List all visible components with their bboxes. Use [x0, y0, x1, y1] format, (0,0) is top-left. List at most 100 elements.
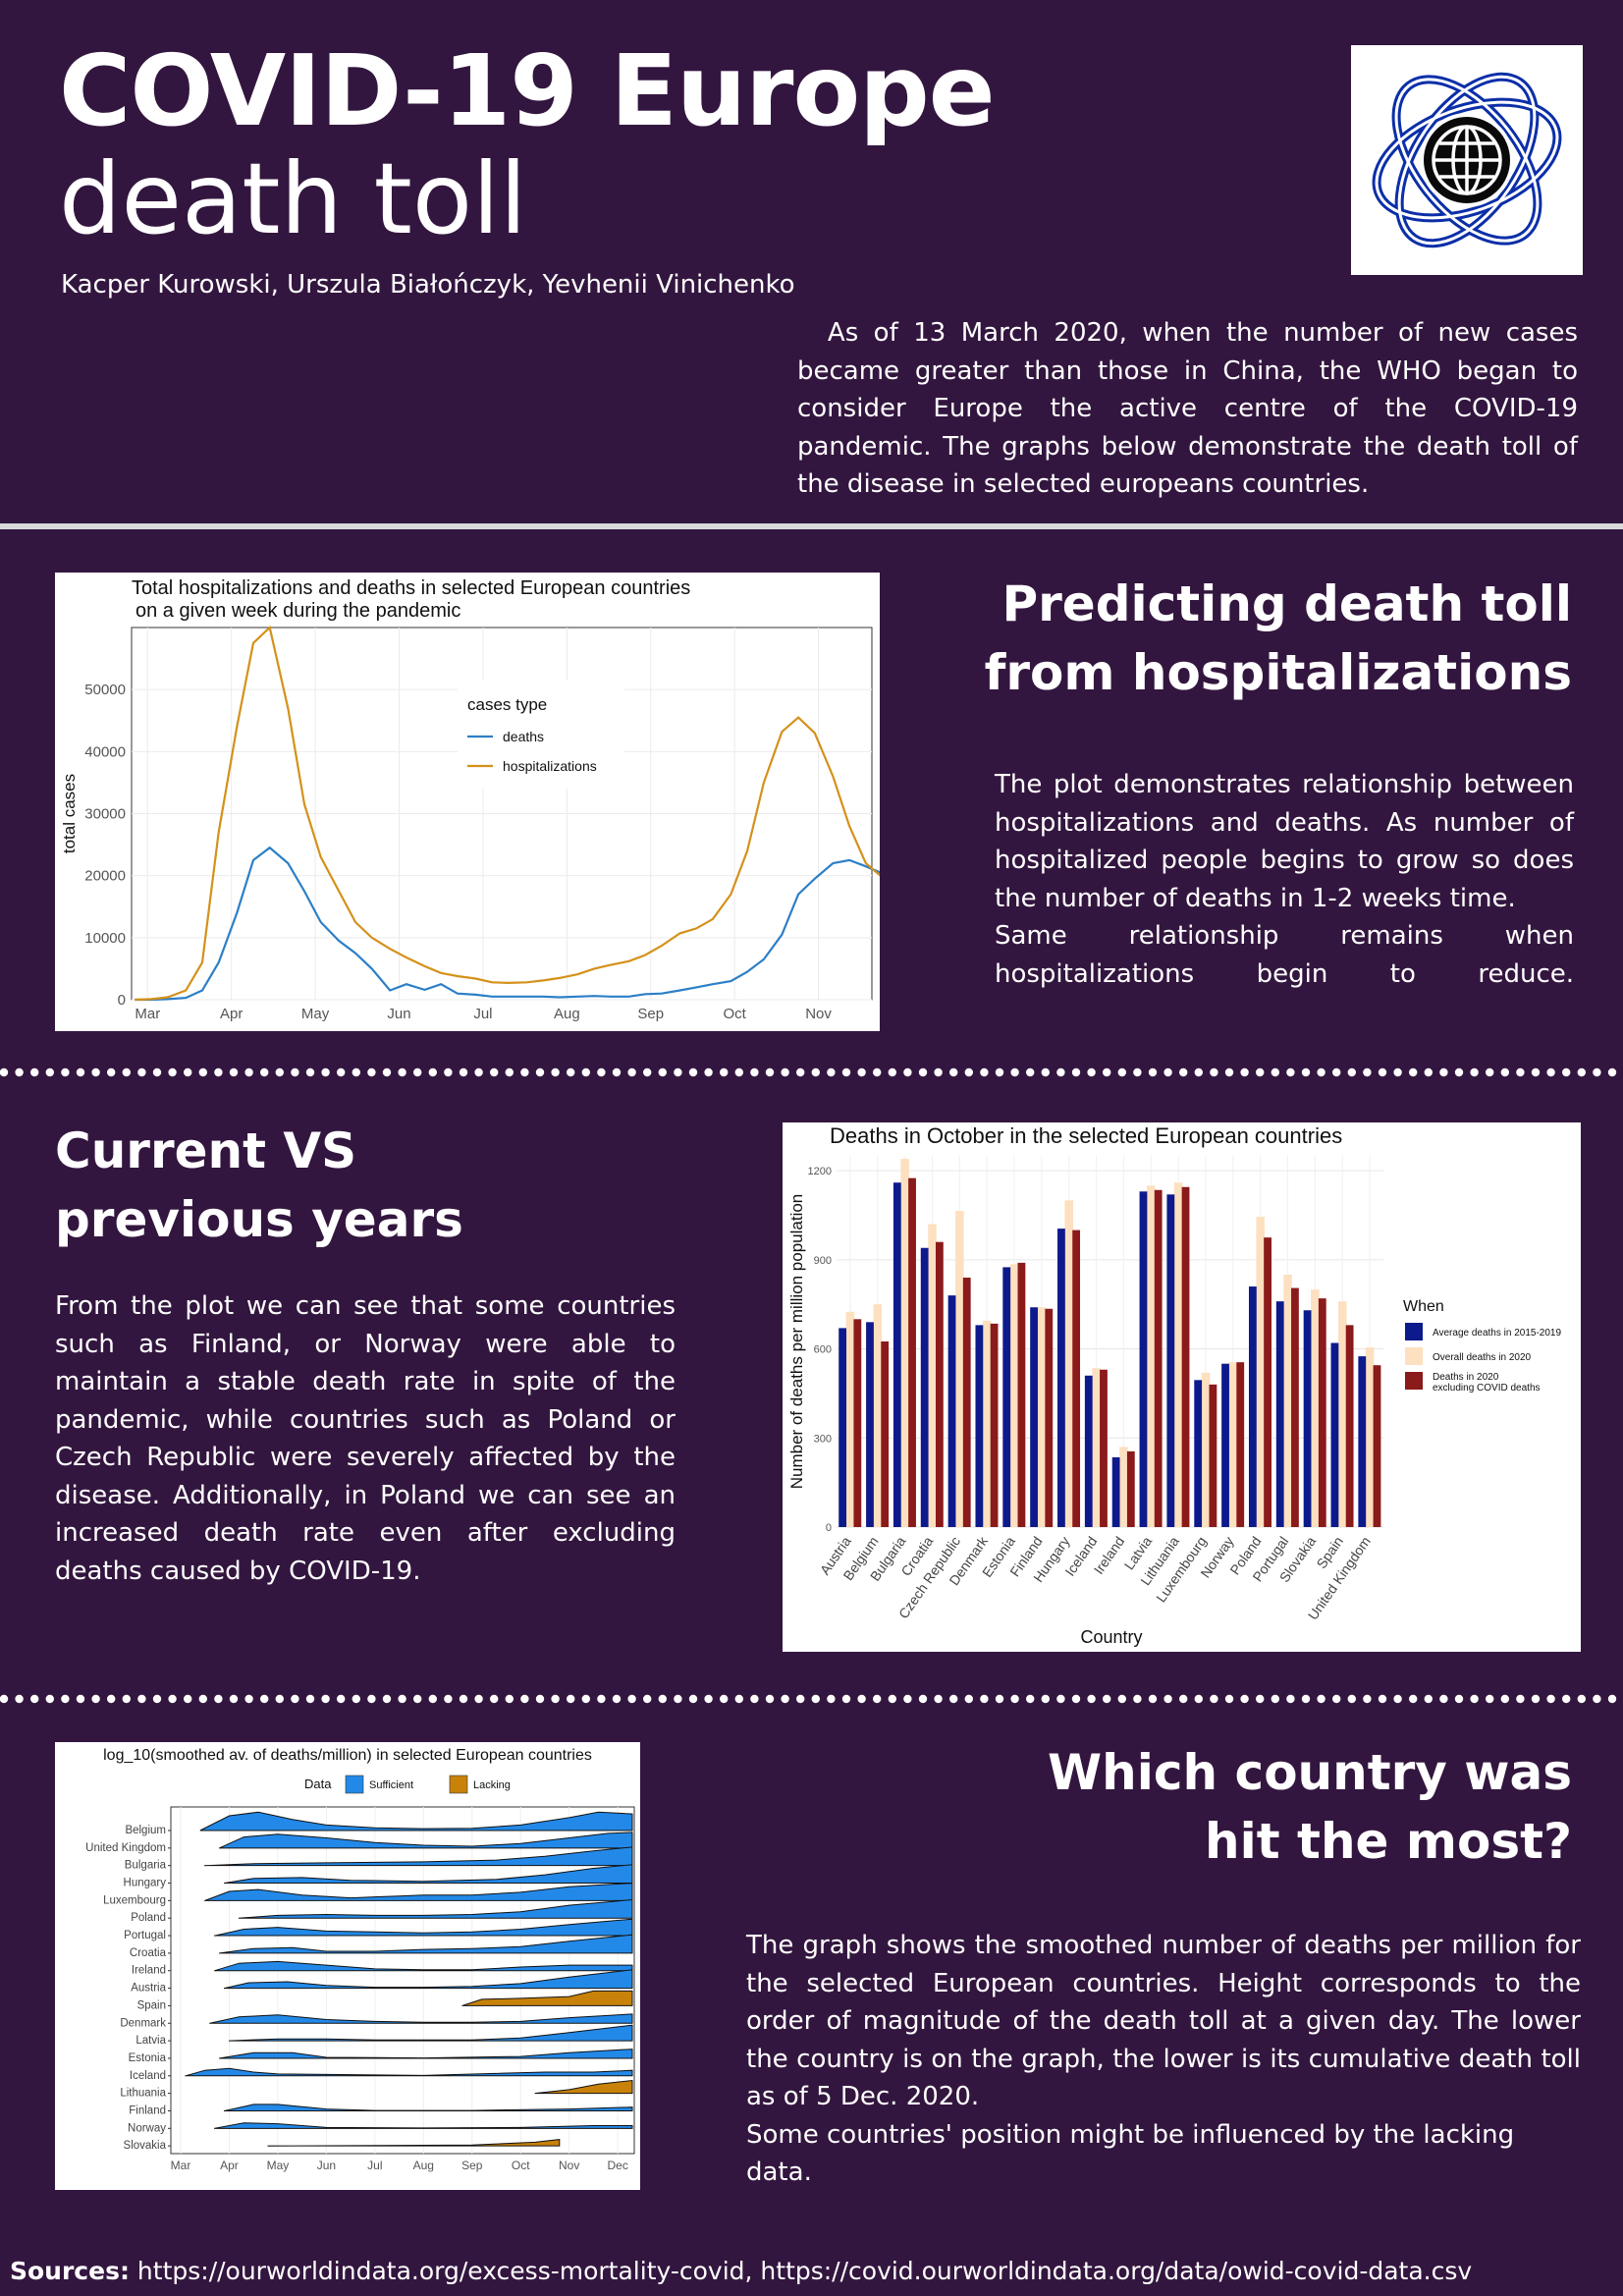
- separator-dot: [1224, 1694, 1234, 1704]
- separator-dot: [15, 1067, 24, 1077]
- ridge-latvia: [229, 2024, 633, 2042]
- separator-dot: [1317, 1694, 1325, 1704]
- bar-overall-2020: [1009, 1264, 1019, 1527]
- separator-dot: [1256, 1067, 1265, 1077]
- separator-dot: [0, 1067, 9, 1077]
- separator-dot: [198, 1067, 207, 1077]
- separator-dot: [321, 1067, 330, 1077]
- separator-dot: [1071, 1067, 1081, 1077]
- y-tick-label: 30000: [84, 806, 126, 823]
- bar-overall-2020: [1283, 1274, 1292, 1527]
- separator-dot: [474, 1694, 483, 1704]
- separator-dot: [1041, 1694, 1051, 1704]
- bar-average-2015-2019: [920, 1247, 929, 1527]
- ridge-slovakia: [267, 2139, 561, 2147]
- y-tick-label: Spain: [137, 1999, 166, 2011]
- bar-overall-2020: [1064, 1200, 1074, 1527]
- separator-dot: [1332, 1067, 1341, 1077]
- separator-dot: [1163, 1067, 1172, 1077]
- separator-dot: [781, 1067, 789, 1077]
- separator-dot: [841, 1694, 851, 1704]
- ridge-bulgaria: [204, 1846, 633, 1867]
- separator-dot: [918, 1694, 928, 1704]
- separator-dot: [980, 1067, 989, 1077]
- university-logo-globe-icon: [1351, 45, 1583, 275]
- ridge-poland: [238, 1898, 633, 1919]
- separator-dot: [1071, 1694, 1081, 1704]
- separator-dot: [1516, 1067, 1525, 1077]
- separator-dot: [520, 1067, 529, 1077]
- poster-title: COVID-19 Europe: [59, 33, 996, 148]
- bar-average-2015-2019: [1111, 1456, 1120, 1527]
- x-tick-label: Sep: [461, 2159, 483, 2172]
- legend-label: Overall deaths in 2020: [1433, 1352, 1532, 1363]
- bar-excluding-covid: [1318, 1298, 1326, 1527]
- bar-overall-2020: [1337, 1301, 1347, 1527]
- bar-average-2015-2019: [1030, 1307, 1038, 1527]
- separator-dot: [1454, 1694, 1464, 1704]
- sources-line: Sources: https://ourworldindata.org/exce…: [10, 2257, 1472, 2285]
- separator-dot: [91, 1694, 100, 1704]
- y-tick-label: 40000: [84, 743, 126, 760]
- bar-overall-2020: [1228, 1362, 1238, 1527]
- separator-dot: [581, 1694, 590, 1704]
- separator-dot: [720, 1067, 729, 1077]
- x-tick-label: Oct: [723, 1006, 746, 1022]
- poster-subtitle: death toll: [59, 141, 527, 256]
- separator-dot: [658, 1694, 667, 1704]
- bar-excluding-covid: [1072, 1230, 1081, 1527]
- separator-dot: [337, 1694, 346, 1704]
- separator-dot: [1271, 1067, 1280, 1077]
- bar-average-2015-2019: [1330, 1342, 1339, 1527]
- separator-dot: [1286, 1694, 1295, 1704]
- y-tick-label: Iceland: [130, 2070, 166, 2082]
- x-tick-label: Apr: [220, 2159, 239, 2172]
- bar-average-2015-2019: [1084, 1375, 1093, 1527]
- separator-dot: [1087, 1694, 1096, 1704]
- legend-title: When: [1403, 1298, 1444, 1315]
- heading-line: Predicting death toll: [1001, 575, 1573, 632]
- y-axis-label: Number of deaths per million population: [787, 1194, 806, 1490]
- separator-dot: [750, 1067, 759, 1077]
- bar-excluding-covid: [1181, 1186, 1190, 1527]
- separator-dot: [1546, 1067, 1555, 1077]
- x-axis-label: Country: [1080, 1627, 1142, 1647]
- separator-dot: [1347, 1067, 1357, 1077]
- legend-swatch: [345, 1775, 364, 1794]
- legend-swatch: [1405, 1323, 1423, 1340]
- separator-dot: [1607, 1067, 1617, 1077]
- separator-dot: [244, 1694, 253, 1704]
- x-tick-label: Mar: [171, 2159, 191, 2172]
- bar-average-2015-2019: [947, 1295, 956, 1527]
- ridge-portugal: [214, 1918, 633, 1937]
- separator-dot: [229, 1694, 239, 1704]
- ridge-finland: [224, 2104, 633, 2112]
- x-tick-label: Sep: [637, 1006, 664, 1022]
- paragraph-text: The plot demonstrates relationship betwe…: [995, 770, 1574, 913]
- ridge-austria: [224, 1969, 633, 1990]
- separator-dot: [168, 1694, 177, 1704]
- bar-average-2015-2019: [1194, 1380, 1203, 1527]
- separator-dot: [1117, 1694, 1127, 1704]
- separator-dot: [903, 1067, 912, 1077]
- separator-dot: [1454, 1067, 1464, 1077]
- separator-dot: [76, 1067, 85, 1077]
- separator-dot: [1516, 1694, 1525, 1704]
- y-tick-label: 600: [814, 1344, 832, 1356]
- legend-swatch: [1405, 1372, 1423, 1390]
- separator-dot: [1148, 1694, 1158, 1704]
- separator-dot: [1378, 1067, 1387, 1077]
- y-tick-label: Lithuania: [120, 2088, 166, 2100]
- separator-dot: [1240, 1694, 1249, 1704]
- y-tick-label: Bulgaria: [125, 1860, 167, 1872]
- x-tick-label: Dec: [607, 2159, 627, 2172]
- separator-dot: [1056, 1067, 1065, 1077]
- separator-dot: [260, 1067, 269, 1077]
- separator-dot: [597, 1067, 606, 1077]
- current-paragraph: From the plot we can see that some count…: [55, 1291, 676, 1586]
- predicting-paragraph: The plot demonstrates relationship betwe…: [995, 766, 1574, 993]
- separator-dot: [1424, 1067, 1434, 1077]
- bar-excluding-covid: [1264, 1237, 1271, 1527]
- separator-dot: [474, 1067, 483, 1077]
- separator-dot: [291, 1694, 299, 1704]
